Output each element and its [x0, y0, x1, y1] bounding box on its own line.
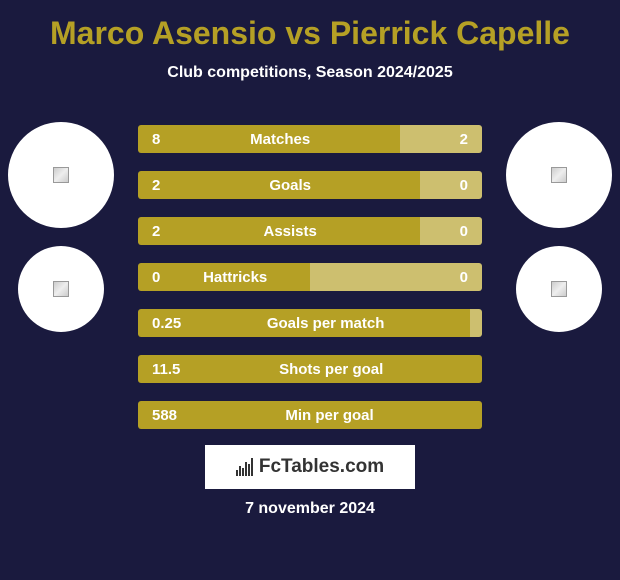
stat-right-value: 2 — [460, 131, 468, 148]
stat-left-bar: 8Matches — [138, 125, 400, 153]
stat-row: 8Matches 2 — [138, 125, 482, 153]
stat-right-value: 0 — [460, 177, 468, 194]
stat-label: Assists — [160, 223, 420, 240]
date-label: 7 november 2024 — [0, 500, 620, 518]
page-title: Marco Asensio vs Pierrick Capelle — [0, 15, 620, 52]
stat-row: 11.5Shots per goal — [138, 355, 482, 383]
stat-left-value: 11.5 — [152, 361, 180, 378]
stat-left-value: 588 — [152, 407, 177, 424]
logo-text: FcTables.com — [259, 456, 384, 478]
player-left-avatar-small — [18, 246, 104, 332]
stat-right-bar: 0 — [310, 263, 482, 291]
stat-left-value: 0 — [152, 269, 160, 286]
stat-right-value: 0 — [460, 223, 468, 240]
stat-right-bar: 0 — [420, 217, 482, 245]
image-placeholder-icon — [551, 167, 567, 183]
stat-row: 0.25Goals per match — [138, 309, 482, 337]
image-placeholder-icon — [551, 281, 567, 297]
logo-box: FcTables.com — [205, 445, 415, 489]
stat-label: Hattricks — [160, 269, 310, 286]
stat-left-bar: 2Assists — [138, 217, 420, 245]
main-container: Marco Asensio vs Pierrick Capelle Club c… — [0, 0, 620, 580]
player-right-avatars — [506, 122, 612, 350]
image-placeholder-icon — [53, 281, 69, 297]
page-subtitle: Club competitions, Season 2024/2025 — [0, 64, 620, 82]
stat-right-bar: 0 — [420, 171, 482, 199]
stat-row: 588Min per goal — [138, 401, 482, 429]
player-right-avatar-small — [516, 246, 602, 332]
player-right-avatar-large — [506, 122, 612, 228]
stat-left-value: 2 — [152, 223, 160, 240]
chart-icon — [236, 458, 253, 476]
stat-row: 2Assists 0 — [138, 217, 482, 245]
stat-left-value: 2 — [152, 177, 160, 194]
stat-right-value: 0 — [460, 269, 468, 286]
stat-label: Shots per goal — [180, 361, 482, 378]
stat-label: Min per goal — [177, 407, 482, 424]
player-left-avatar-large — [8, 122, 114, 228]
stat-left-bar: 11.5Shots per goal — [138, 355, 482, 383]
stat-left-value: 0.25 — [152, 315, 181, 332]
stat-label: Goals per match — [181, 315, 470, 332]
stat-row: 2Goals 0 — [138, 171, 482, 199]
stat-left-bar: 0.25Goals per match — [138, 309, 470, 337]
stat-label: Goals — [160, 177, 420, 194]
stat-left-value: 8 — [152, 131, 160, 148]
stat-left-bar: 2Goals — [138, 171, 420, 199]
image-placeholder-icon — [53, 167, 69, 183]
stat-right-bar: 2 — [400, 125, 482, 153]
player-left-avatars — [8, 122, 114, 350]
stats-area: 8Matches22Goals02Assists00Hattricks00.25… — [138, 125, 482, 447]
stat-row: 0Hattricks0 — [138, 263, 482, 291]
stat-label: Matches — [160, 131, 400, 148]
stat-right-bar — [470, 309, 482, 337]
stat-left-bar: 588Min per goal — [138, 401, 482, 429]
stat-left-bar: 0Hattricks — [138, 263, 310, 291]
